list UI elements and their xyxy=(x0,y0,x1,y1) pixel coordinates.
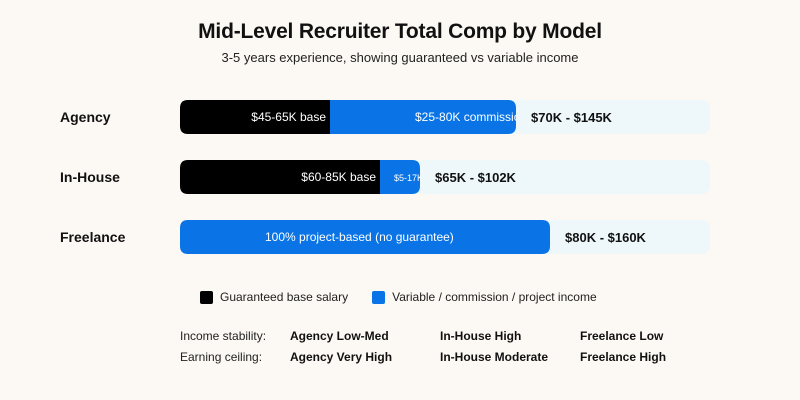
notes-ceiling-agency: Agency Very High xyxy=(290,350,393,364)
chart-canvas: Agency $45-65K base $25-80K commission $70K… xyxy=(60,100,710,254)
notes-stability-freelance: Freelance Low xyxy=(580,329,664,343)
category-label-freelance: Freelance xyxy=(60,229,126,245)
bar-segment-in-house-base xyxy=(180,160,380,194)
total-label-in-house: $65K - $102K xyxy=(435,170,517,185)
legend-swatch-variable xyxy=(372,290,386,304)
notes-label-stability: Income stability: xyxy=(180,329,267,343)
chart-title: Mid-Level Recruiter Total Comp by Model xyxy=(198,20,602,43)
bar-segment-in-house-variable xyxy=(380,160,420,194)
notes-ceiling-freelance: Freelance High xyxy=(580,350,667,364)
segment-label-agency-base: $45-65K base xyxy=(251,110,326,124)
legend-label-base: Guaranteed base salary xyxy=(220,290,349,304)
bar-segment-agency-base xyxy=(180,100,330,134)
segment-label-freelance-variable: 100% project-based (no guarantee) xyxy=(265,230,454,244)
chart-legend: Guaranteed base salary Variable / commis… xyxy=(200,290,621,304)
notes-stability-inhouse: In-House High xyxy=(440,329,522,343)
category-label-in-house: In-House xyxy=(60,169,120,185)
bar-segment-freelance-variable xyxy=(180,220,550,254)
segment-label-in-house-variable: $5-17K bonus xyxy=(394,173,451,183)
notes-stability-agency: Agency Low-Med xyxy=(290,329,389,343)
chart-subtitle: 3-5 years experience, showing guaranteed… xyxy=(221,50,579,65)
category-label-agency: Agency xyxy=(60,109,111,125)
notes-ceiling-inhouse: In-House Moderate xyxy=(440,350,549,364)
notes-label-ceiling: Earning ceiling: xyxy=(180,350,263,364)
segment-label-in-house-base: $60-85K base xyxy=(301,170,376,184)
legend-label-variable: Variable / commission / project income xyxy=(392,290,597,304)
legend-item-variable: Variable / commission / project income xyxy=(372,290,597,304)
total-label-freelance: $80K - $160K xyxy=(565,230,647,245)
legend-swatch-base xyxy=(200,290,213,304)
segment-label-agency-variable: $25-80K commission xyxy=(415,110,527,124)
bar-segment-agency-variable xyxy=(330,100,516,134)
total-label-agency: $70K - $145K xyxy=(531,110,613,125)
legend-item-base: Guaranteed base salary xyxy=(200,290,348,304)
